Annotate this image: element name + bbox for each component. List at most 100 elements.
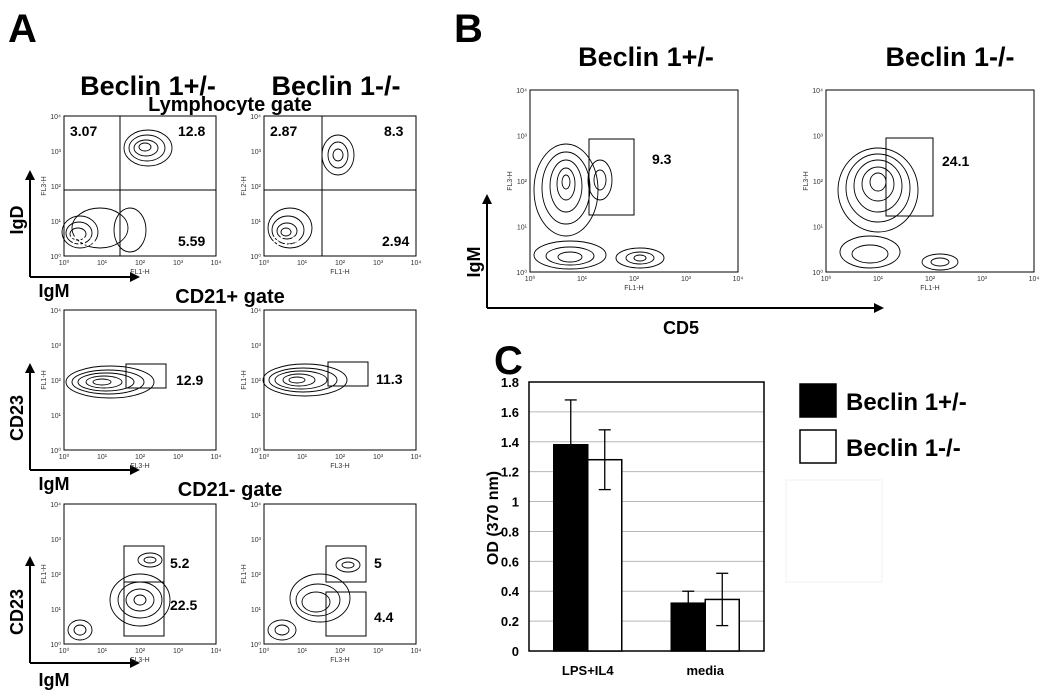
x-tick-label: 10¹ [97,648,108,655]
y-channel-label: FL1-H [241,564,248,583]
pct-gate-lower: 22.5 [170,597,197,613]
panel-b-col-title-het: Beclin 1+/- [578,42,714,72]
x-channel-label: FL1-H [920,285,939,292]
pct-q-ur: 12.8 [178,123,205,139]
x-tick-label: 10⁴ [411,648,422,655]
chart-legend: Beclin 1+/- Beclin 1-/- [799,383,967,464]
axis-label-cd5: CD5 [663,318,699,338]
x-tick-label: 10³ [373,260,384,267]
y-tick-label: 10² [251,184,262,191]
y-tick-label: 10³ [251,537,262,544]
chart-y-label: OD (370 nm) [485,471,502,565]
x-channel-label: FL1-H [624,285,643,292]
pct-gate: 24.1 [942,153,969,169]
empty-frame [785,479,883,583]
y-tick-label: 10¹ [251,607,262,614]
y-tick-label: 0.6 [501,554,519,569]
pct-q-lr: 5.59 [178,233,205,249]
y-tick-label: 1.2 [501,465,519,480]
gate-box [327,361,369,387]
y-tick-label: 10³ [813,134,824,141]
plot-a-cd21pos-het: 12.9 [63,309,217,451]
x-tick-label: 10¹ [297,260,308,267]
gate-title-lymphocyte: Lymphocyte gate [148,94,312,116]
legend-swatch [799,429,837,464]
y-tick-label: 10⁴ [812,88,823,95]
x-tick-label: 10² [335,454,346,461]
x-tick-label: 10⁴ [411,454,422,461]
y-tick-label: 10³ [51,537,62,544]
y-tick-label: 10³ [517,134,528,141]
y-tick-label: 10³ [251,149,262,156]
x-tick-label: 10² [629,276,640,283]
y-tick-label: 10⁰ [250,447,261,455]
x-tick-label: 10⁰ [59,259,70,267]
pct-q-ll: 85.9 [272,233,299,249]
pct-q-lr: 2.94 [382,233,409,249]
pct-gate-upper: 5.2 [170,555,190,571]
plot-b-het: 9.3 [529,89,739,273]
axis-label-cd23-row2: CD23 [7,395,27,441]
x-tick-label: 10³ [173,648,184,655]
y-tick-label: 10⁰ [50,447,61,455]
y-channel-label: FL1-H [41,564,48,583]
panel-a-col-title-het: Beclin 1+/- [80,71,216,101]
pct-gate: 9.3 [652,151,672,167]
x-tick-label: 10² [135,260,146,267]
y-tick-label: 10³ [251,343,262,350]
y-tick-label: 10⁰ [812,269,823,277]
axis-label-igm-row3: IgM [39,670,70,690]
y-channel-label: FL3-H [803,171,810,190]
x-tick-label: 10⁴ [1029,276,1040,283]
x-tick-label: 10¹ [297,648,308,655]
x-tick-label: 10⁰ [259,647,270,655]
plot-a-cd21neg-ko: 5 4.4 [263,503,417,645]
y-tick-label: 0.4 [501,584,520,599]
panel-a-axes [25,170,140,668]
y-tick-label: 10¹ [51,219,62,226]
y-tick-label: 10³ [51,149,62,156]
error-bar [598,429,611,491]
x-channel-label: FL1-H [330,269,349,276]
y-tick-label: 10² [813,179,824,186]
pct-gate: 12.9 [176,372,203,388]
y-tick-label: 0.8 [501,524,519,539]
y-tick-label: 10² [51,184,62,191]
plot-b-ko: 24.1 [825,89,1035,273]
y-tick-label: 10¹ [251,413,262,420]
gate-box-lower [325,591,367,637]
pct-q-ll: 78.1 [70,233,97,249]
x-tick-label: 10¹ [97,260,108,267]
panel-a-col-title-ko: Beclin 1-/- [271,71,400,101]
panel-b-col-title-ko: Beclin 1-/- [885,42,1014,72]
x-channel-label: FL3-H [130,657,149,664]
x-tick-label: 10² [135,454,146,461]
y-tick-label: 10¹ [51,413,62,420]
y-tick-label: 10² [51,572,62,579]
x-tick-label: 10³ [173,454,184,461]
gate-title-cd21neg: CD21- gate [178,479,282,501]
x-tick-label: 10² [925,276,936,283]
y-tick-label: 10⁴ [250,502,261,509]
y-tick-label: 10¹ [813,225,824,232]
y-tick-label: 1.6 [501,405,519,420]
x-category-label: media [686,663,724,678]
bar-chart: 0 0.2 0.4 0.6 0.8 1 1.2 1.4 1.6 1.8 LPS+IL4 media [501,375,765,678]
y-tick-label: 10⁰ [50,641,61,649]
x-tick-label: 10⁰ [259,259,270,267]
pct-q-ul: 2.87 [270,123,297,139]
x-tick-label: 10⁴ [211,648,222,655]
y-tick-label: 10⁰ [250,641,261,649]
y-tick-label: 10⁰ [50,253,61,261]
x-tick-label: 10³ [373,454,384,461]
axis-label-cd23-row3: CD23 [7,589,27,635]
x-tick-label: 10² [135,648,146,655]
x-tick-label: 10⁰ [59,453,70,461]
error-bar [716,572,729,627]
x-channel-label: FL3-H [330,463,349,470]
x-tick-label: 10⁰ [259,453,270,461]
pct-q-ul: 3.07 [70,123,97,139]
x-tick-label: 10¹ [577,276,588,283]
y-channel-label: FL3-H [507,171,514,190]
